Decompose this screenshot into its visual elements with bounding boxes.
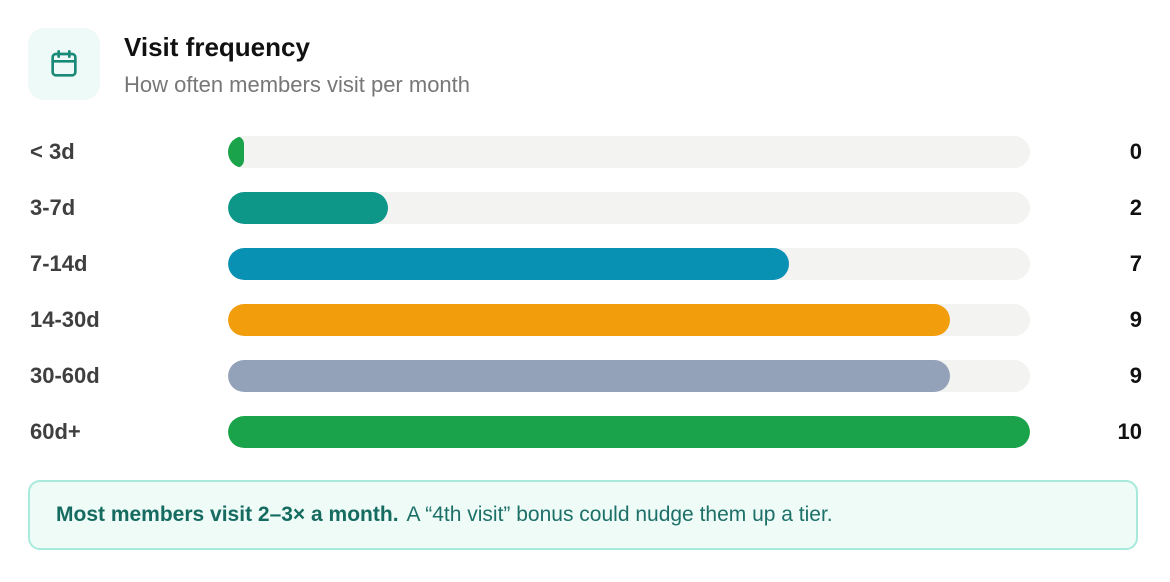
calendar-icon-tile bbox=[28, 28, 100, 100]
bar bbox=[228, 192, 389, 224]
bar bbox=[228, 248, 790, 280]
card-header: Visit frequency How often members visit … bbox=[28, 28, 470, 100]
bar-value-label: 9 bbox=[1129, 363, 1142, 388]
bar-label: < 3d bbox=[30, 139, 75, 164]
bar-value-label: 7 bbox=[1129, 251, 1142, 276]
chart-subtitle: How often members visit per month bbox=[124, 72, 471, 97]
bar-label: 3-7d bbox=[30, 195, 76, 220]
bar-value-label: 9 bbox=[1129, 307, 1142, 332]
insight-callout: Most members visit 2–3× a month. A “4th … bbox=[28, 480, 1138, 550]
bar-value-label: 0 bbox=[1129, 139, 1142, 164]
bar-value-label: 2 bbox=[1129, 195, 1142, 220]
bar-label: 7-14d bbox=[30, 251, 88, 276]
bar bbox=[228, 136, 244, 168]
bar-label: 14-30d bbox=[30, 307, 100, 332]
bar bbox=[228, 360, 950, 392]
bar-track bbox=[228, 192, 1030, 224]
insight-text: A “4th visit” bonus could nudge them up … bbox=[406, 503, 833, 526]
chart-title: Visit frequency bbox=[124, 32, 310, 62]
bar-label: 60d+ bbox=[30, 419, 81, 444]
calendar-icon bbox=[51, 50, 77, 77]
bar-track bbox=[228, 136, 1030, 168]
bar-track bbox=[228, 416, 1030, 448]
bar bbox=[228, 416, 1030, 448]
insight-headline: Most members visit 2–3× a month. bbox=[56, 503, 399, 526]
bar-track bbox=[228, 304, 1030, 336]
bar-track bbox=[228, 248, 1030, 280]
frequency-bar-chart: < 3d 0 3-7d 2 7-14d 7 14-30d 9 30-60d 9 60d+ 10 bbox=[30, 136, 1142, 448]
bar-track bbox=[228, 360, 1030, 392]
bar-label: 30-60d bbox=[30, 363, 100, 388]
bar-value-label: 10 bbox=[1117, 419, 1142, 444]
bar bbox=[228, 304, 950, 336]
